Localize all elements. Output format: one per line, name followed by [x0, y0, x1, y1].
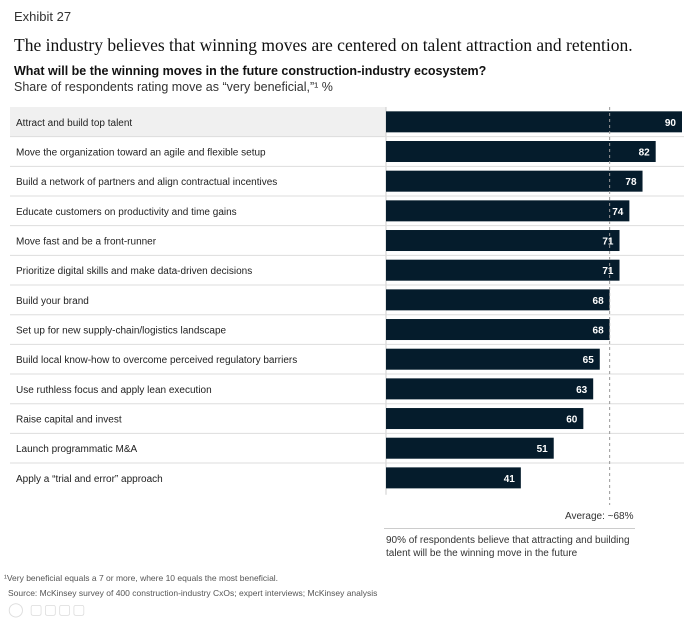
bar	[386, 467, 521, 489]
bar	[386, 141, 656, 163]
category-label: Move the organization toward an agile an…	[16, 148, 266, 159]
category-label: Prioritize digital skills and make data-…	[16, 266, 252, 277]
value-label: 78	[625, 177, 637, 188]
value-label: 68	[593, 326, 605, 337]
bar	[386, 319, 610, 341]
category-label: Use ruthless focus and apply lean execut…	[16, 385, 212, 396]
bar	[386, 348, 600, 370]
bar	[386, 200, 630, 222]
value-label: 71	[602, 237, 614, 248]
chart-title: What will be the winning moves in the fu…	[14, 64, 487, 78]
bar	[386, 259, 620, 281]
bar	[386, 289, 610, 311]
category-label: Apply a “trial and error” approach	[16, 474, 163, 485]
average-label: Average: ~68%	[565, 511, 634, 522]
exhibit-label: Exhibit 27	[14, 9, 72, 24]
annotation-text: 90% of respondents believe that attracti…	[386, 535, 630, 559]
value-label: 74	[612, 207, 624, 218]
value-label: 63	[576, 385, 588, 396]
bar	[386, 378, 594, 400]
bar	[386, 408, 584, 430]
bar	[386, 111, 682, 133]
bar	[386, 170, 643, 192]
category-label: Build local know-how to overcome perceiv…	[16, 355, 297, 366]
watermark-logo: ◯ ▢▢▢▢	[8, 601, 87, 617]
value-label: 82	[639, 148, 651, 159]
bar	[386, 437, 554, 459]
bar	[386, 230, 620, 252]
value-label: 71	[602, 266, 614, 277]
footnote: ¹Very beneficial equals a 7 or more, whe…	[4, 573, 279, 583]
category-label: Build a network of partners and align co…	[16, 177, 277, 188]
category-label: Attract and build top talent	[16, 118, 132, 129]
source-note: Source: McKinsey survey of 400 construct…	[8, 588, 378, 598]
highlight-row-band	[10, 107, 386, 137]
value-label: 41	[504, 474, 516, 485]
chart-headline: The industry believes that winning moves…	[14, 35, 633, 55]
category-label: Build your brand	[16, 296, 89, 307]
value-label: 65	[583, 355, 595, 366]
value-label: 51	[537, 444, 549, 455]
value-label: 68	[593, 296, 605, 307]
category-label: Educate customers on productivity and ti…	[16, 207, 237, 218]
value-label: 90	[665, 118, 677, 129]
category-label: Move fast and be a front-runner	[16, 237, 157, 248]
category-label: Launch programmatic M&A	[16, 444, 137, 455]
value-label: 60	[566, 415, 578, 426]
category-label: Set up for new supply-chain/logistics la…	[16, 326, 227, 337]
chart-subtitle: Share of respondents rating move as “ver…	[14, 80, 333, 94]
annotation-divider	[384, 528, 635, 529]
category-label: Raise capital and invest	[16, 415, 122, 426]
